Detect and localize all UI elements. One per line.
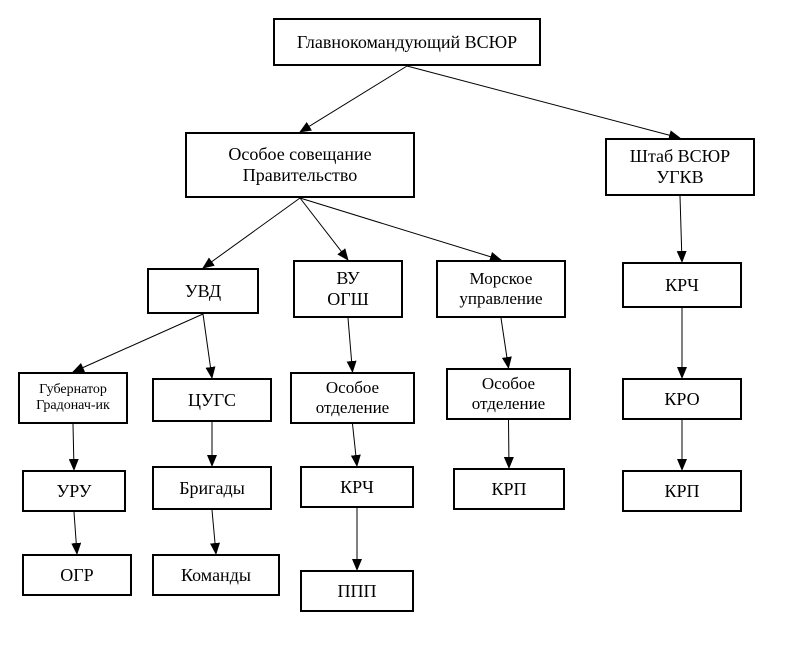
node-kro: КРО	[622, 378, 742, 420]
node-label: ОГР	[28, 565, 126, 586]
edge-brig-kom	[212, 510, 216, 554]
node-label: ВУ ОГШ	[299, 268, 397, 309]
node-label: КРП	[459, 479, 559, 500]
edge-mor-osotd2	[501, 318, 509, 368]
node-label: УВД	[153, 281, 253, 302]
node-label: Штаб ВСЮР УГКВ	[611, 146, 749, 187]
node-ppp: ППП	[300, 570, 414, 612]
edge-shtab-krch_r	[680, 196, 682, 262]
edge-vu-osotd1	[348, 318, 353, 372]
node-label: ППП	[306, 581, 408, 602]
edge-osov-uvd	[203, 198, 300, 268]
node-label: Губернатор Градонач-ик	[24, 382, 122, 414]
node-ogr: ОГР	[22, 554, 132, 596]
node-label: УРУ	[28, 481, 120, 502]
edge-root-shtab	[407, 66, 680, 138]
node-krch_c: КРЧ	[300, 466, 414, 508]
edge-gub-uru	[73, 424, 74, 470]
node-label: Бригады	[158, 478, 266, 499]
node-mor: Морское управление	[436, 260, 566, 318]
org-chart: Главнокомандующий ВСЮР Особое совещание П…	[0, 0, 790, 664]
edge-uvd-gub	[73, 314, 203, 372]
node-label: КРЧ	[628, 275, 736, 296]
node-krp_c: КРП	[453, 468, 565, 510]
node-osotd2: Особое отделение	[446, 368, 571, 420]
node-uvd: УВД	[147, 268, 259, 314]
edge-uru-ogr	[74, 512, 77, 554]
node-label: ЦУГС	[158, 390, 266, 411]
node-shtab: Штаб ВСЮР УГКВ	[605, 138, 755, 196]
edge-root-osov	[300, 66, 407, 132]
node-uru: УРУ	[22, 470, 126, 512]
node-kom: Команды	[152, 554, 280, 596]
edge-osotd2-krp_c	[509, 420, 510, 468]
node-label: КРП	[628, 481, 736, 502]
node-label: Морское управление	[442, 269, 560, 308]
node-vu: ВУ ОГШ	[293, 260, 403, 318]
node-root: Главнокомандующий ВСЮР	[273, 18, 541, 66]
edge-osotd1-krch_c	[353, 424, 358, 466]
node-gub: Губернатор Градонач-ик	[18, 372, 128, 424]
node-label: Главнокомандующий ВСЮР	[279, 32, 535, 53]
node-label: Особое отделение	[296, 378, 409, 417]
node-label: КРЧ	[306, 477, 408, 498]
edge-uvd-cugs	[203, 314, 212, 378]
node-krp_r: КРП	[622, 470, 742, 512]
node-label: Особое совещание Правительство	[191, 144, 409, 185]
node-label: КРО	[628, 389, 736, 410]
node-brig: Бригады	[152, 466, 272, 510]
edge-osov-vu	[300, 198, 348, 260]
node-osov: Особое совещание Правительство	[185, 132, 415, 198]
node-cugs: ЦУГС	[152, 378, 272, 422]
edge-osov-mor	[300, 198, 501, 260]
node-osotd1: Особое отделение	[290, 372, 415, 424]
node-label: Особое отделение	[452, 374, 565, 413]
node-label: Команды	[158, 565, 274, 586]
node-krch_r: КРЧ	[622, 262, 742, 308]
